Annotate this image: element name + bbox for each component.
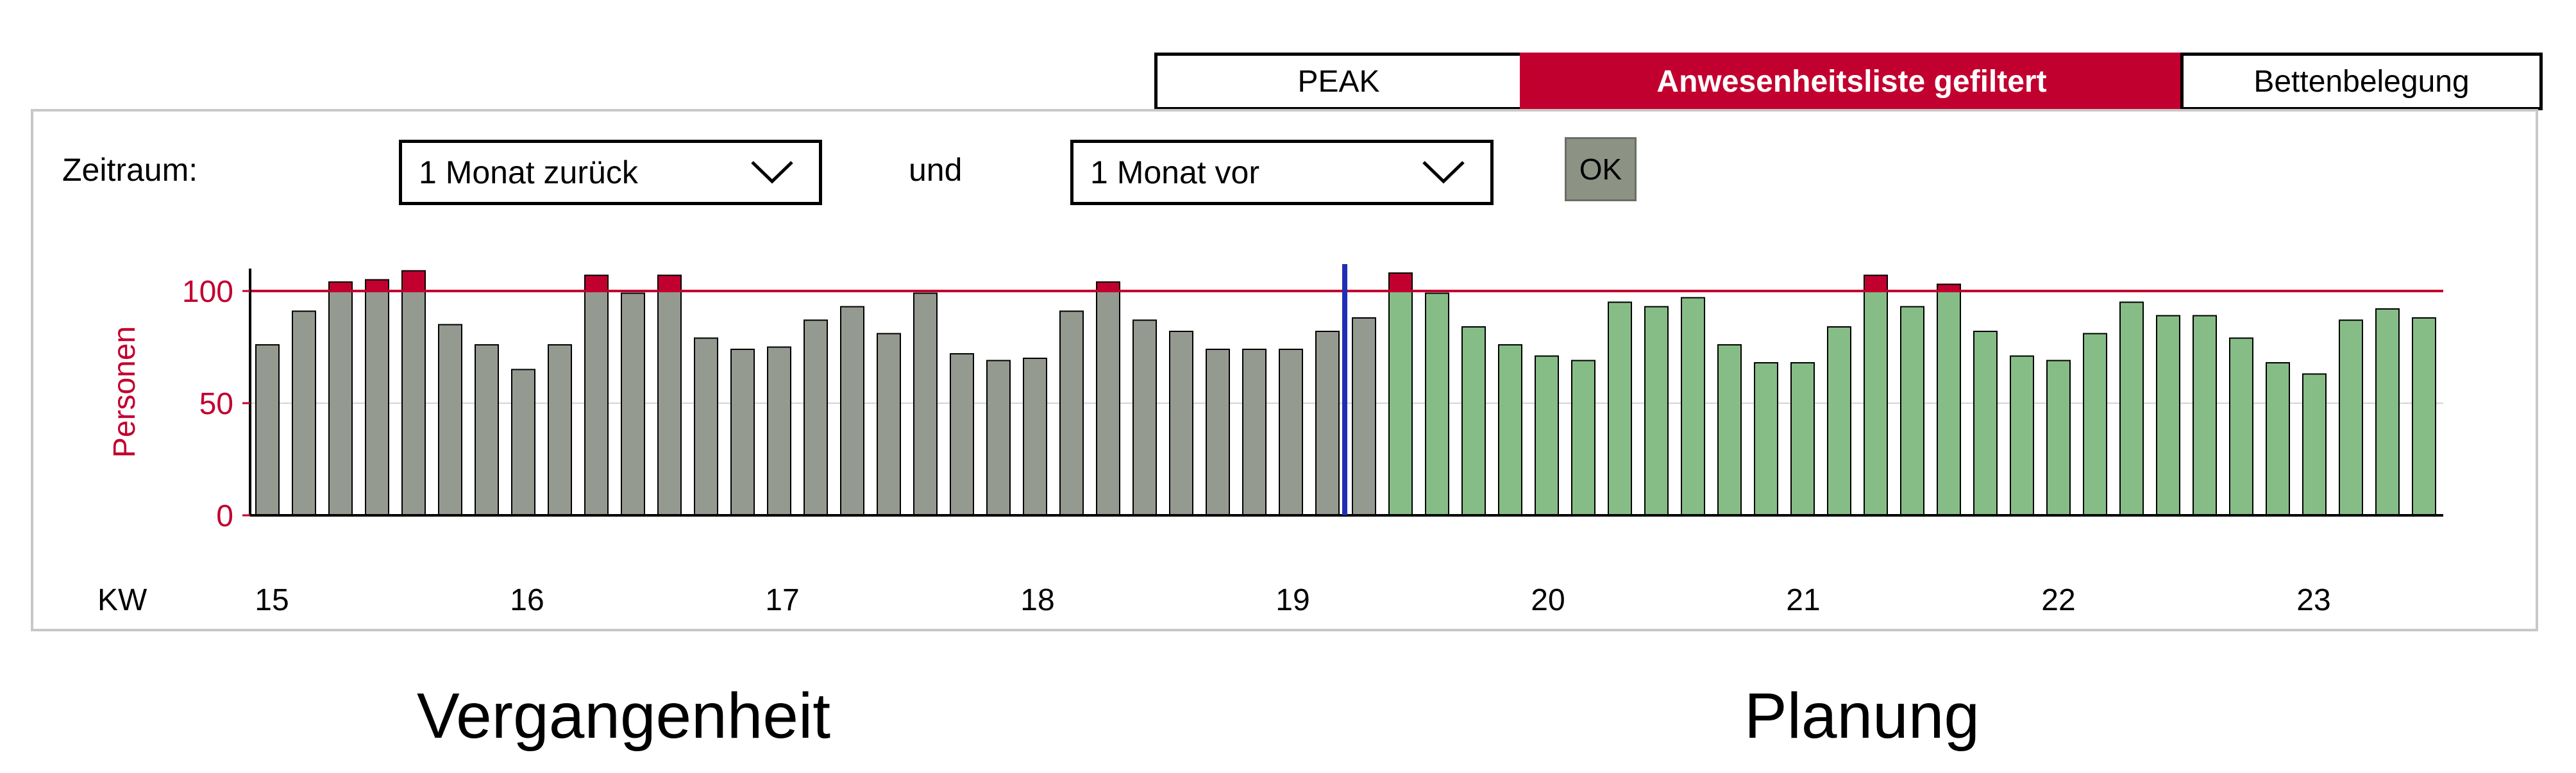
chart-panel: Zeitraum: 1 Monat zurück und 1 Monat vor… [31,109,2538,631]
bar-plan [2083,333,2107,516]
x-tick-label: 19 [1275,583,1309,617]
attendance-bar-chart: 0 50 100 Personen KW 15 16 17 18 19 20 21 22 23 [97,264,2443,617]
bar-past [621,292,645,516]
bar-past [730,349,755,516]
bar-past [1023,358,1047,516]
bar-past [328,290,353,516]
bar-past [1059,310,1084,516]
bar-over-capacity [1864,274,1888,292]
bar-plan [2229,337,2253,516]
bar-over-capacity [584,274,609,292]
bar-plan [1717,344,1742,516]
ok-button[interactable]: OK [1565,137,1637,201]
x-tick-label: 21 [1786,583,1820,617]
bar-plan [1461,326,1486,516]
bar-plan [2266,362,2290,516]
bar-past [438,324,462,516]
bar-past [1242,349,1267,516]
bar-plan [1498,344,1522,516]
to-period-value: 1 Monat vor [1090,154,1260,190]
bar-over-capacity [328,281,353,292]
bar-plan [2339,319,2363,516]
caption-past: Vergangenheit [417,680,831,752]
chevron-down-icon [751,161,793,184]
caption-planning: Planung [1744,680,1980,752]
bar-past [401,290,426,516]
y-tick-label: 50 [199,387,233,421]
chevron-down-icon [1422,161,1465,184]
bar-past [657,290,682,516]
bar-past [950,353,974,516]
bar-past [255,344,280,516]
und-label: und [909,152,963,188]
bar-past [1315,331,1340,516]
bar-over-capacity [1096,281,1120,292]
bar-plan [1827,326,1851,516]
bar-over-capacity [401,270,426,292]
bar-past [1352,317,1376,516]
tab-peak[interactable]: PEAK [1154,53,1523,110]
bar-past [877,333,901,516]
bar-past [1096,290,1120,516]
x-tick-label: 20 [1531,583,1565,617]
bar-plan [1425,292,1449,516]
bar-plan [2302,373,2327,516]
bar-plan [2193,315,2217,516]
bar-plan [1388,290,1413,516]
bar-plan [2156,315,2180,516]
bar-past [584,290,609,516]
y-tick-label: 0 [216,499,233,533]
bar-over-capacity [1388,272,1413,292]
bar-past [1206,349,1230,516]
bar-past [548,344,572,516]
bar-plan [1900,306,1924,516]
x-tick-label: 17 [765,583,799,617]
bar-past [1169,331,1193,516]
bar-plan [1571,360,1595,516]
bar-plan [1535,355,1559,516]
bar-over-capacity [365,279,389,292]
y-tick-label: 100 [182,275,233,309]
bar-plan [1608,301,1632,516]
bar-plan [2412,317,2436,516]
bar-plan [2010,355,2034,516]
bar-past [511,369,535,516]
y-axis-label: Personen [108,326,142,458]
from-period-select[interactable]: 1 Monat zurück [399,140,822,205]
bar-plan [1644,306,1669,516]
bar-over-capacity [657,274,682,292]
bar-plan [1937,290,1961,516]
bar-plan [2046,360,2071,516]
bar-past [913,292,938,516]
bar-past [986,360,1011,516]
bar-plan [1754,362,1778,516]
x-tick-label: 16 [510,583,544,617]
bar-plan [1790,362,1815,516]
bar-past [475,344,499,516]
from-period-value: 1 Monat zurück [419,154,638,190]
bar-past [840,306,864,516]
x-axis-label: KW [97,583,147,617]
bar-plan [2119,301,2144,516]
tab-bettenbelegung[interactable]: Bettenbelegung [2180,53,2543,110]
bar-past [804,319,828,516]
x-tick-label: 15 [255,583,289,617]
x-tick-label: 18 [1020,583,1054,617]
x-tick-label: 22 [2041,583,2075,617]
bar-plan [1864,290,1888,516]
zeitraum-label: Zeitraum: [62,152,198,188]
bar-past [694,337,718,516]
view-tabs: PEAK Anwesenheitsliste gefiltert Bettenb… [1154,53,2543,110]
bar-past [365,290,389,516]
bar-plan [1973,331,1998,516]
tab-anwesenheitsliste-gefiltert[interactable]: Anwesenheitsliste gefiltert [1520,53,2184,110]
bar-past [1279,349,1303,516]
bar-past [292,310,316,516]
bar-plan [2375,308,2400,516]
bar-plan [1681,297,1705,516]
bar-past [1132,319,1157,516]
bar-past [767,346,791,516]
x-tick-label: 23 [2296,583,2330,617]
to-period-select[interactable]: 1 Monat vor [1070,140,1494,205]
